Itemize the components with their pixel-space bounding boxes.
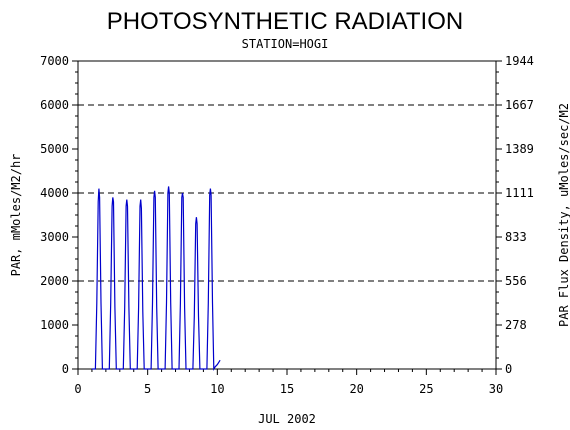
chart-subtitle: STATION=HOGI: [242, 37, 329, 51]
y-axis-label: PAR, mMoles/M2/hr: [9, 154, 23, 277]
y-tick-label: 5000: [40, 142, 69, 156]
y-tick-label: 0: [62, 362, 69, 376]
axis-ticks: 0 1000 2000 3000 4000 5000 6000 7000 0 278 556 833 1…: [40, 54, 534, 396]
y2-tick-label: 833: [505, 230, 527, 244]
y2-tick-label: 278: [505, 318, 527, 332]
x-tick-label: 5: [144, 382, 151, 396]
x-tick-label: 20: [349, 382, 363, 396]
plot-frame: [77, 60, 497, 370]
grid-lines: [78, 104, 496, 282]
x-tick-label: 15: [280, 382, 294, 396]
series-line: [91, 186, 221, 371]
series-layer: [91, 186, 221, 371]
y-tick-label: 7000: [40, 54, 69, 68]
x-tick-label: 30: [489, 382, 503, 396]
y-tick-label: 2000: [40, 274, 69, 288]
chart-title: PHOTOSYNTHETIC RADIATION: [107, 8, 463, 35]
x-tick-label: 0: [74, 382, 81, 396]
x-tick-label: 10: [210, 382, 224, 396]
y-tick-label: 6000: [40, 98, 69, 112]
y2-tick-label: 1111: [505, 186, 534, 200]
y2-tick-label: 1389: [505, 142, 534, 156]
x-tick-label: 25: [419, 382, 433, 396]
y-tick-label: 1000: [40, 318, 69, 332]
y-tick-label: 4000: [40, 186, 69, 200]
y2-tick-label: 556: [505, 274, 527, 288]
y2-tick-label: 1944: [505, 54, 534, 68]
y2-tick-label: 1667: [505, 98, 534, 112]
y2-tick-label: 0: [505, 362, 512, 376]
x-axis-label: JUL 2002: [258, 412, 316, 426]
y2-axis-label: PAR Flux Density, uMoles/sec/M2: [557, 103, 570, 327]
y-tick-label: 3000: [40, 230, 69, 244]
